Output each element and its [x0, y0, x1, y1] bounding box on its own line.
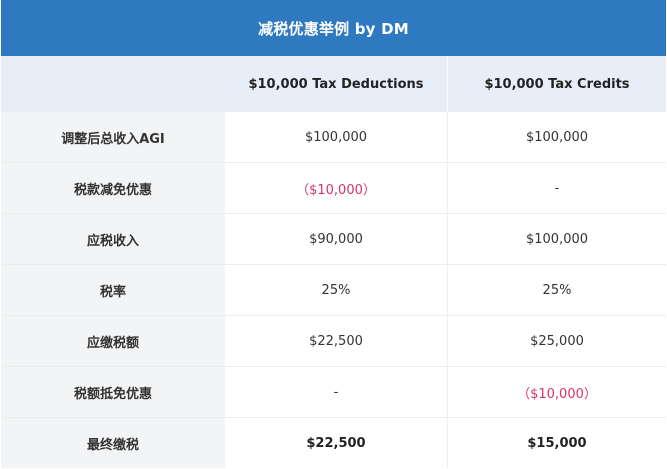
row-label: 税额抵免优惠 — [1, 367, 225, 417]
table-row-deduction-benefit: 税款减免优惠 （$10,000） - — [1, 163, 666, 214]
table-row-taxable-income: 应税收入 $90,000 $100,000 — [1, 214, 666, 265]
row-value-credits: $25,000 — [448, 316, 666, 366]
row-label: 应税收入 — [1, 214, 225, 264]
table-row-tax-rate: 税率 25% 25% — [1, 265, 666, 316]
table-row-credit-benefit: 税额抵免优惠 - （$10,000） — [1, 367, 666, 418]
row-value-credits: $100,000 — [448, 214, 666, 264]
row-value-deductions: $90,000 — [225, 214, 448, 264]
table-title: 减税优惠举例 by DM — [1, 0, 666, 56]
row-value-credits: $15,000 — [448, 418, 666, 468]
row-value-credits: - — [448, 163, 666, 213]
table-header-row: $10,000 Tax Deductions $10,000 Tax Credi… — [1, 56, 666, 112]
row-label: 调整后总收入AGI — [1, 112, 225, 162]
row-value-deductions: （$10,000） — [225, 163, 448, 213]
row-label: 税率 — [1, 265, 225, 315]
table-body: 调整后总收入AGI $100,000 $100,000 税款减免优惠 （$10,… — [1, 112, 666, 468]
row-value-deductions: $22,500 — [225, 316, 448, 366]
table-row-tax-due: 应缴税额 $22,500 $25,000 — [1, 316, 666, 367]
row-value-credits: 25% — [448, 265, 666, 315]
row-value-credits: （$10,000） — [448, 367, 666, 417]
table-row-final-tax: 最终缴税 $22,500 $15,000 — [1, 418, 666, 468]
header-tax-deductions: $10,000 Tax Deductions — [225, 56, 448, 112]
row-value-deductions: - — [225, 367, 448, 417]
row-label: 最终缴税 — [1, 418, 225, 468]
row-label: 税款减免优惠 — [1, 163, 225, 213]
row-value-deductions: 25% — [225, 265, 448, 315]
row-label: 应缴税额 — [1, 316, 225, 366]
header-label-cell — [1, 56, 225, 112]
row-value-deductions: $22,500 — [225, 418, 448, 468]
row-value-credits: $100,000 — [448, 112, 666, 162]
row-value-deductions: $100,000 — [225, 112, 448, 162]
table-row-agi: 调整后总收入AGI $100,000 $100,000 — [1, 112, 666, 163]
header-tax-credits: $10,000 Tax Credits — [448, 56, 666, 112]
